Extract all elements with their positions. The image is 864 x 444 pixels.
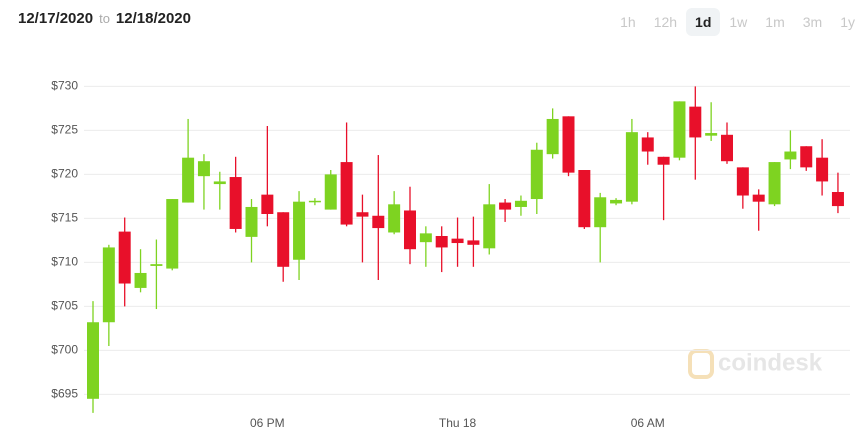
y-tick-label: $705 (51, 299, 78, 313)
candle-body (102, 247, 115, 323)
candle-body (831, 192, 844, 207)
candle-body (721, 134, 733, 162)
candle-body (182, 157, 195, 203)
candle-body (293, 201, 306, 260)
x-tick-label: 06 AM (631, 416, 665, 430)
y-tick-label: $730 (51, 79, 78, 93)
candle-body (419, 233, 432, 243)
candle-body (768, 162, 781, 205)
candle-body (530, 149, 543, 200)
candle-body (499, 202, 512, 210)
candle-body (166, 199, 179, 269)
range-button[interactable]: 12h (653, 14, 678, 30)
to-word: to (99, 11, 110, 26)
candle-body (372, 215, 385, 229)
candle-body (435, 236, 448, 248)
y-tick-label: $725 (51, 123, 78, 137)
candle-body (213, 181, 226, 185)
candle-body (657, 156, 670, 165)
candle-body (784, 151, 797, 160)
candle-body (673, 101, 686, 158)
y-tick-label: $700 (51, 343, 78, 357)
date-range: 12/17/2020 to 12/18/2020 (18, 10, 191, 27)
candle-body (625, 132, 638, 202)
candle-body (467, 240, 480, 245)
date-from: 12/17/2020 (18, 10, 94, 27)
candle-body (546, 118, 559, 155)
candle-body (752, 194, 765, 202)
range-selector: 1h 12h 1d 1w 1m 3m 1y (611, 8, 864, 36)
candle-body (404, 210, 416, 250)
x-tick-label: 06 PM (250, 416, 285, 430)
candle-body (483, 204, 496, 249)
candle-body (308, 200, 321, 203)
y-tick-label: $695 (51, 387, 78, 401)
range-button[interactable]: 1h (620, 14, 636, 30)
range-button[interactable]: 1w (729, 14, 748, 30)
y-tick-label: $715 (51, 211, 78, 225)
candle-body (641, 137, 654, 152)
candle-body (800, 146, 813, 168)
candle-body (324, 174, 337, 210)
candle-body (736, 167, 749, 196)
candle-body (150, 264, 163, 266)
range-button[interactable]: 3m (802, 14, 823, 30)
candle-body (689, 106, 702, 138)
y-tick-label: $710 (51, 255, 78, 269)
candle-body (388, 204, 401, 233)
candle-body (87, 322, 99, 399)
watermark: coindesk (718, 349, 823, 376)
candle-body (816, 157, 829, 182)
watermark-icon (688, 349, 714, 379)
candle-body (197, 161, 210, 177)
candle-body (134, 272, 147, 288)
candle-body (340, 162, 353, 225)
range-button[interactable]: 1m (765, 14, 785, 30)
y-tick-label: $720 (51, 167, 78, 181)
candle-body (261, 194, 274, 214)
candle-body (562, 116, 575, 173)
candle-body (610, 199, 623, 204)
range-button[interactable]: 1d (686, 8, 721, 36)
candle-body (118, 231, 131, 284)
candle-body (514, 200, 527, 207)
candle-body (245, 206, 258, 237)
candle-body (451, 238, 464, 244)
x-tick-label: Thu 18 (439, 416, 477, 430)
candle-body (229, 177, 242, 229)
range-button[interactable]: 1y (840, 14, 855, 30)
candle-body (594, 197, 607, 228)
date-to: 12/18/2020 (115, 10, 191, 27)
candle-body (578, 170, 591, 228)
candle-body (356, 212, 369, 217)
candle-body (277, 212, 290, 267)
candle-body (705, 133, 718, 136)
